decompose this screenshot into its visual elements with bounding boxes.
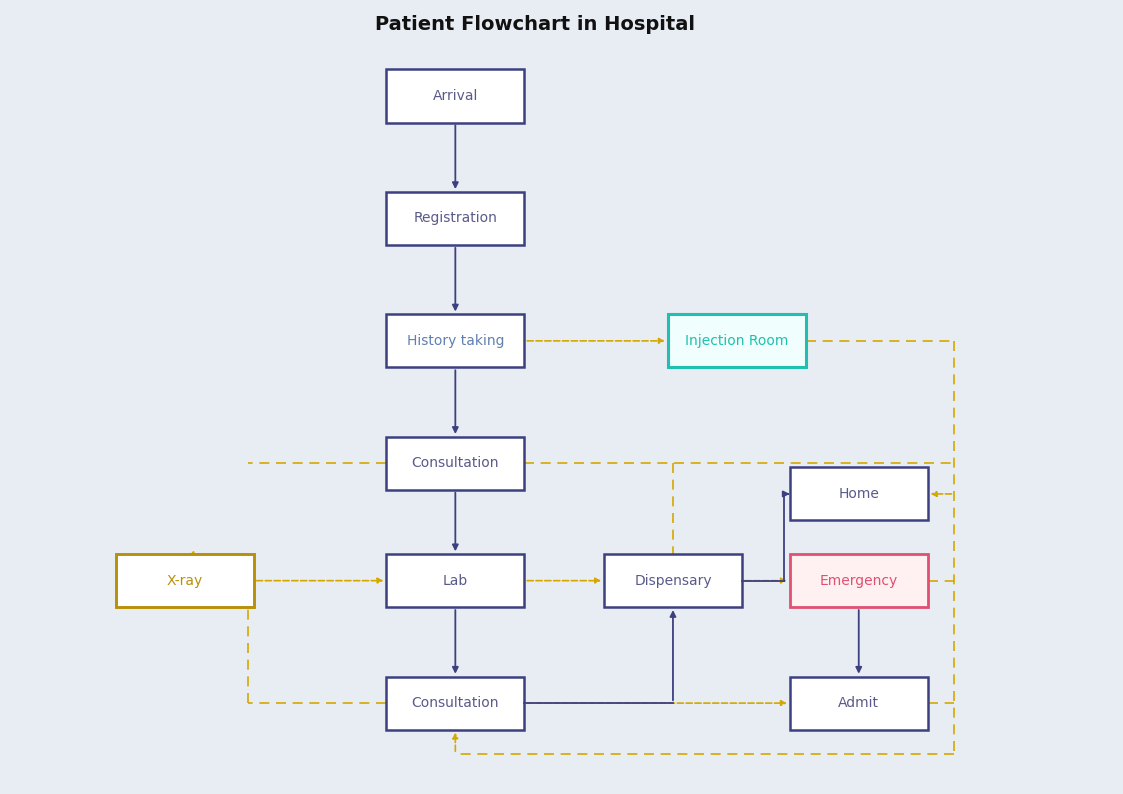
FancyBboxPatch shape: [604, 554, 742, 607]
FancyBboxPatch shape: [386, 69, 524, 122]
FancyBboxPatch shape: [386, 192, 524, 245]
Text: Consultation: Consultation: [412, 696, 499, 710]
Text: Injection Room: Injection Room: [685, 334, 788, 348]
Text: Dispensary: Dispensary: [634, 573, 712, 588]
Text: History taking: History taking: [407, 334, 504, 348]
FancyBboxPatch shape: [789, 468, 928, 520]
FancyBboxPatch shape: [386, 314, 524, 368]
Text: Patient Flowchart in Hospital: Patient Flowchart in Hospital: [375, 15, 695, 34]
FancyBboxPatch shape: [386, 554, 524, 607]
Text: Emergency: Emergency: [820, 573, 898, 588]
Text: Admit: Admit: [838, 696, 879, 710]
Text: Consultation: Consultation: [412, 457, 499, 470]
Text: Lab: Lab: [442, 573, 468, 588]
Text: Arrival: Arrival: [432, 89, 478, 103]
FancyBboxPatch shape: [116, 554, 254, 607]
FancyBboxPatch shape: [789, 676, 928, 730]
Text: Registration: Registration: [413, 211, 497, 225]
Text: Home: Home: [838, 487, 879, 501]
FancyBboxPatch shape: [789, 554, 928, 607]
FancyBboxPatch shape: [668, 314, 805, 368]
Text: X-ray: X-ray: [166, 573, 203, 588]
FancyBboxPatch shape: [386, 676, 524, 730]
FancyBboxPatch shape: [386, 437, 524, 490]
